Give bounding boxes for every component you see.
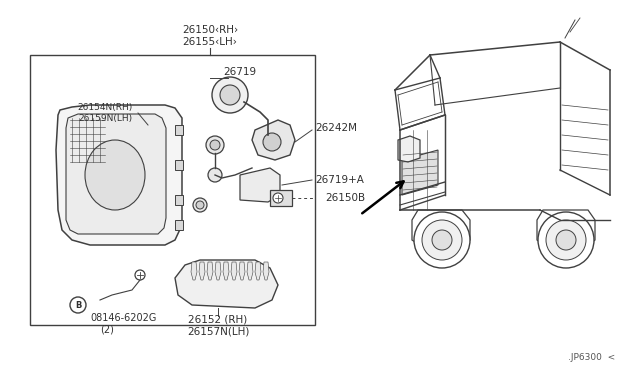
Polygon shape [239, 262, 245, 280]
Polygon shape [199, 262, 205, 280]
Circle shape [212, 77, 248, 113]
Text: 26152 (RH): 26152 (RH) [188, 315, 248, 325]
Text: 26159N(LH): 26159N(LH) [78, 113, 132, 122]
Polygon shape [240, 168, 280, 202]
Polygon shape [263, 262, 269, 280]
Circle shape [546, 220, 586, 260]
Polygon shape [412, 210, 470, 252]
Bar [270, 190, 292, 206]
Text: 26242M: 26242M [315, 123, 357, 133]
Circle shape [196, 201, 204, 209]
Text: 26154N(RH): 26154N(RH) [77, 103, 132, 112]
Bar [175, 195, 183, 205]
Text: 26150B: 26150B [325, 193, 365, 203]
Text: B: B [75, 301, 81, 310]
Polygon shape [255, 262, 261, 280]
Polygon shape [247, 262, 253, 280]
Circle shape [193, 198, 207, 212]
Text: 26155‹LH›: 26155‹LH› [182, 37, 237, 47]
Circle shape [538, 212, 594, 268]
Polygon shape [398, 136, 420, 162]
Circle shape [263, 133, 281, 151]
Text: 26719+A: 26719+A [315, 175, 364, 185]
Polygon shape [231, 262, 237, 280]
Circle shape [414, 212, 470, 268]
Text: (2): (2) [100, 325, 114, 335]
Text: .JP6300  <: .JP6300 < [568, 353, 615, 362]
Polygon shape [537, 210, 595, 252]
Circle shape [210, 140, 220, 150]
Circle shape [556, 230, 576, 250]
Polygon shape [66, 114, 166, 234]
Polygon shape [215, 262, 221, 280]
Circle shape [422, 220, 462, 260]
Circle shape [273, 193, 283, 203]
Polygon shape [207, 262, 213, 280]
Text: 26157N(LH): 26157N(LH) [187, 327, 249, 337]
Bar [30, 55, 315, 325]
Circle shape [135, 270, 145, 280]
Text: 26719: 26719 [223, 67, 257, 77]
Circle shape [208, 168, 222, 182]
Bar [175, 220, 183, 230]
Circle shape [206, 136, 224, 154]
Polygon shape [252, 120, 295, 160]
Text: 08146-6202G: 08146-6202G [90, 313, 156, 323]
Circle shape [70, 297, 86, 313]
Text: 26150‹RH›: 26150‹RH› [182, 25, 238, 35]
Polygon shape [175, 260, 278, 308]
Polygon shape [56, 105, 182, 245]
Polygon shape [223, 262, 229, 280]
Polygon shape [402, 150, 438, 195]
Circle shape [432, 230, 452, 250]
Circle shape [220, 85, 240, 105]
Polygon shape [191, 262, 197, 280]
Bar [175, 160, 183, 170]
Ellipse shape [85, 140, 145, 210]
Bar [175, 125, 183, 135]
